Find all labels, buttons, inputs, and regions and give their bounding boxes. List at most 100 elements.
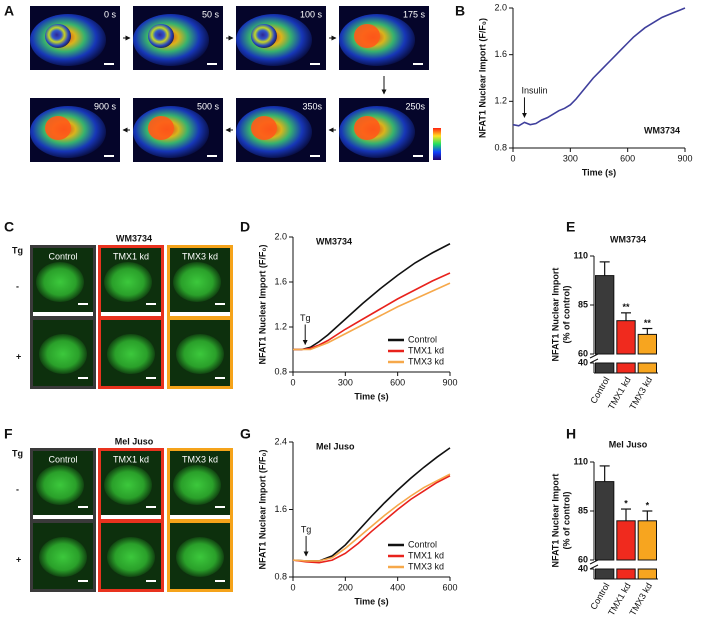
y-tick-label: 40 [578,563,588,573]
bar [595,568,615,580]
chart-title: WM3734 [610,234,646,244]
y-axis-title: NFAT1 Nuclear Import [550,474,560,568]
break-mark [589,353,599,359]
frame-time: 900 s [94,101,117,111]
panel-label: G [240,426,251,442]
separator [33,515,93,519]
row-label: - [16,281,19,291]
row-label: - [16,484,19,494]
y-tick-label: 2.0 [494,2,507,12]
row-title: Tg [12,448,23,458]
axis-break [589,356,661,361]
cell [176,334,224,374]
nucleus [45,116,71,140]
cell [39,334,87,374]
x-tick-label: 600 [442,582,457,592]
y-axis-title: NFAT1 Nuclear Import (F/F₀) [257,245,267,365]
x-axis-title: Time (s) [582,167,616,177]
row-label: + [16,554,21,564]
nucleus [45,24,71,48]
annotation-text: Tg [300,313,311,323]
x-tick-label: 0 [510,153,515,163]
cell [173,465,221,505]
separator [33,312,93,316]
panel-label: D [240,219,250,235]
y-axis-title: NFAT1 Nuclear Import (F/F₀) [477,18,487,138]
y-tick-label: 1.6 [274,504,287,514]
column-label: Control [48,251,77,261]
cell [107,537,155,577]
nucleus [354,24,380,48]
grid-title: Mel Juso [115,436,154,446]
y-tick-label: 2.0 [274,231,287,241]
cell [39,537,87,577]
frame-time: 0 s [104,9,117,19]
cell [104,465,152,505]
break-mark [589,559,599,565]
panel-label: F [4,426,13,442]
y-tick-label: 40 [578,357,588,367]
y-tick-label: 110 [573,250,588,260]
nucleus [251,116,277,140]
y-axis-title: (% of control) [561,492,571,550]
significance: ** [644,318,652,328]
y-tick-label: 85 [578,505,588,515]
bar [616,568,636,580]
bar [637,362,658,374]
x-tick-label: 900 [442,377,457,387]
cell [36,465,84,505]
series-line [292,473,451,562]
y-tick-label: 60 [578,348,588,358]
panel-label: H [566,426,576,442]
bar [595,362,615,374]
y-tick-label: 2.4 [274,436,287,446]
x-tick-label: 300 [563,153,578,163]
cell [36,262,84,302]
cell [173,262,221,302]
x-tick-label: 0 [290,377,295,387]
y-tick-label: 1.6 [274,276,287,286]
column-label: TMX1 kd [113,251,149,261]
bar [595,481,615,561]
bar [637,568,658,580]
x-tick-label: Control [588,581,611,611]
break-mark [589,564,599,570]
column-label: TMX1 kd [113,454,149,464]
row-title: Tg [12,245,23,255]
y-tick-label: 1.2 [274,321,287,331]
column-label: TMX3 kd [182,454,218,464]
colorbar [433,128,441,160]
nucleus [251,24,277,48]
y-axis-title: (% of control) [561,286,571,344]
bar [616,362,636,374]
frame-time: 175 s [403,9,426,19]
x-tick-label: 0 [290,582,295,592]
frame-time: 250s [405,101,425,111]
bar [637,520,658,561]
series-line [293,243,451,351]
y-tick-label: 0.8 [494,142,507,152]
cell [104,262,152,302]
x-axis-title: Time (s) [354,391,388,401]
column-label: Control [48,454,77,464]
x-tick-label: 900 [677,153,692,163]
bar [616,520,636,561]
bar [637,333,658,355]
annotation-text: Tg [301,524,312,534]
x-tick-label: 300 [338,377,353,387]
frame-time: 500 s [197,101,220,111]
column-label: TMX3 kd [182,251,218,261]
x-tick-label: 200 [338,582,353,592]
chart-title: WM3734 [644,125,680,135]
grid-title: WM3734 [116,233,152,243]
separator [101,515,161,519]
y-tick-label: 1.6 [494,49,507,59]
x-tick-label: 600 [390,377,405,387]
significance: * [646,500,650,510]
break-mark [589,358,599,364]
legend-label: TMX3 kd [408,356,444,366]
significance: ** [622,302,630,312]
y-axis-title: NFAT1 Nuclear Import (F/F₀) [257,450,267,570]
legend-label: TMX1 kd [408,550,444,560]
